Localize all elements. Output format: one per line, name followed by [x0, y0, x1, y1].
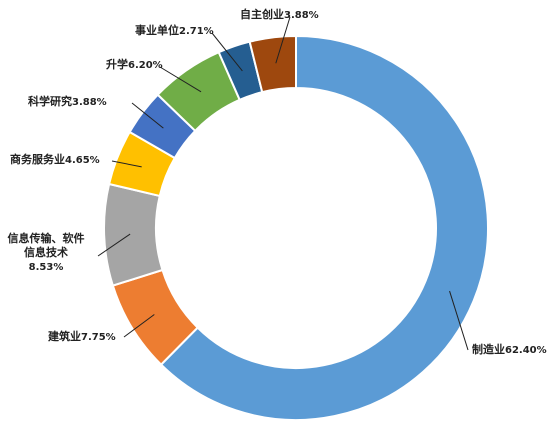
value-label: 4.65% [65, 155, 100, 166]
leader-line [111, 160, 142, 168]
leader-line [275, 16, 291, 64]
data-label: 升学6.20% [106, 58, 163, 73]
data-label: 建筑业7.75% [48, 330, 116, 345]
leader-line [211, 32, 243, 72]
data-label: 事业单位2.71% [135, 24, 214, 39]
leader-line [131, 102, 164, 129]
value-label: 8.53% [28, 262, 64, 273]
category-label: 信息传输、软件信息技术 [7, 232, 85, 259]
category-label: 制造业 [472, 343, 505, 356]
leader-line [159, 66, 202, 93]
value-label: 3.88% [284, 10, 319, 21]
category-label: 事业单位 [135, 24, 179, 37]
data-label: 信息传输、软件信息技术 8.53% [6, 232, 86, 275]
category-label: 科学研究 [28, 95, 72, 108]
value-label: 62.40% [505, 345, 547, 356]
data-label: 自主创业3.88% [240, 8, 319, 23]
slice [248, 34, 297, 94]
category-label: 建筑业 [48, 330, 81, 343]
category-label: 自主创业 [240, 8, 284, 21]
category-label: 商务服务业 [10, 153, 65, 166]
value-label: 6.20% [128, 60, 163, 71]
value-label: 7.75% [81, 332, 116, 343]
data-label: 商务服务业4.65% [10, 153, 100, 168]
value-label: 2.71% [179, 26, 214, 37]
slice [103, 182, 164, 287]
category-label: 升学 [106, 58, 128, 71]
leader-line [97, 233, 131, 257]
leader-line [449, 290, 469, 351]
leader-line [123, 314, 155, 338]
data-label: 科学研究3.88% [28, 95, 107, 110]
data-label: 制造业62.40% [472, 343, 547, 358]
slice [159, 34, 489, 421]
value-label: 3.88% [72, 97, 107, 108]
